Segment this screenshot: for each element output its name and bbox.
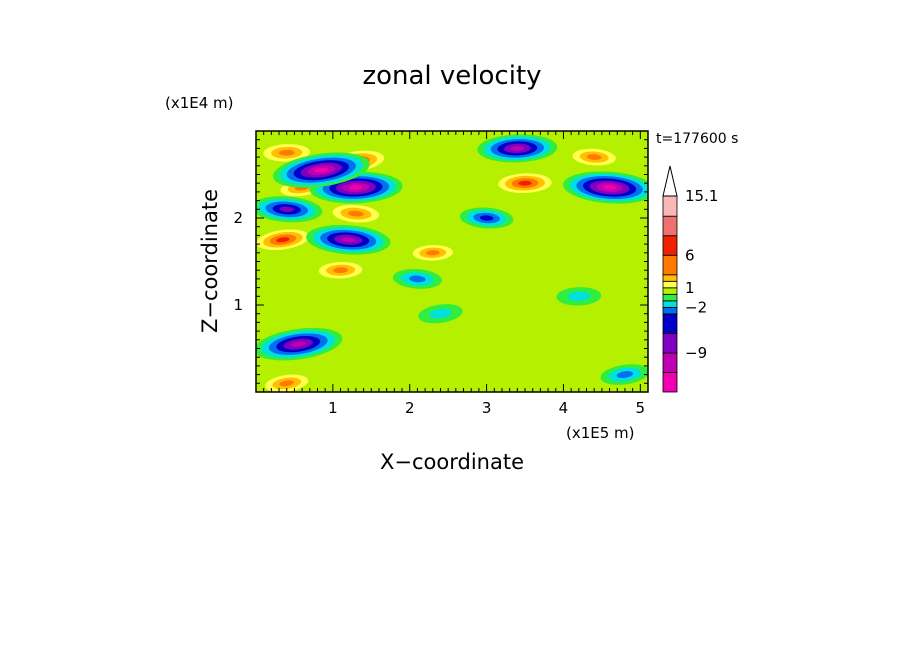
y-axis-label: Z−coordinate: [198, 189, 222, 333]
velocity-contour: [276, 237, 290, 243]
x-tick-label: 1: [328, 399, 338, 417]
time-label: t=177600 s: [656, 131, 738, 147]
velocity-contour: [314, 167, 329, 173]
colorbar-segment: [662, 313, 678, 334]
x-tick-label: 3: [482, 399, 492, 417]
colorbar-segment: [662, 306, 678, 315]
velocity-contour: [616, 371, 634, 379]
x-tick-label: 5: [636, 399, 646, 417]
velocity-contour: [602, 185, 617, 190]
velocity-contour: [333, 267, 348, 274]
colorbar-segment: [662, 332, 678, 354]
x-axis-label: X−coordinate: [380, 450, 524, 474]
velocity-contour: [278, 149, 295, 156]
velocity-contour: [349, 185, 363, 190]
axis-ticks: 1 2 3 4 5 1 2: [233, 131, 649, 417]
colorbar-segment: [662, 300, 678, 308]
velocity-field: [256, 131, 648, 392]
velocity-contour: [290, 341, 306, 347]
velocity-contour: [586, 154, 602, 160]
colorbar: 15.1 6 1−2 −9: [662, 165, 718, 393]
velocity-contour: [510, 146, 525, 151]
velocity-contour: [567, 291, 591, 301]
colorbar-label: −2: [685, 298, 707, 316]
x-tick-label: 2: [405, 399, 415, 417]
velocity-contour: [429, 308, 452, 319]
velocity-contour: [348, 210, 364, 217]
colorbar-segment: [662, 352, 678, 373]
velocity-contour: [426, 250, 440, 256]
colorbar-label: 6: [685, 246, 695, 264]
colorbar-segment: [662, 195, 678, 217]
colorbar-segment: [662, 254, 678, 276]
velocity-contour: [341, 237, 356, 243]
colorbar-segment: [662, 215, 678, 237]
colorbar-segment: [662, 274, 678, 282]
velocity-contour: [279, 380, 294, 387]
velocity-contour: [479, 215, 494, 221]
x-tick-label: 4: [559, 399, 569, 417]
colorbar-segment: [662, 372, 678, 393]
chart-title: zonal velocity: [362, 61, 541, 91]
y-tick-label: 2: [233, 209, 243, 227]
colorbar-segment: [662, 293, 678, 302]
y-tick-label: 1: [233, 296, 243, 314]
y-axis-multiplier: (x1E4 m): [165, 94, 234, 112]
x-axis-multiplier: (x1E5 m): [566, 424, 635, 442]
velocity-contour: [409, 275, 426, 283]
colorbar-label: −9: [685, 344, 707, 362]
colorbar-segment: [662, 235, 678, 256]
colorbar-segment: [662, 287, 678, 295]
velocity-contour: [279, 206, 294, 212]
velocity-contour: [518, 180, 532, 186]
colorbar-extend-arrow: [662, 165, 678, 197]
colorbar-label: 1: [685, 279, 695, 297]
colorbar-label: 15.1: [685, 187, 718, 205]
colorbar-segment: [662, 280, 678, 289]
